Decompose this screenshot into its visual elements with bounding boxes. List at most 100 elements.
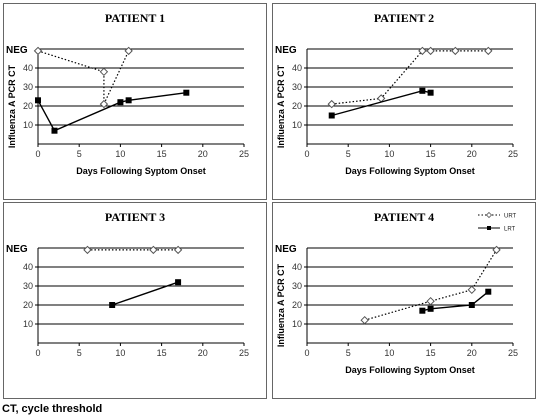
data-point-lrt: [419, 87, 426, 94]
x-tick-label: 5: [346, 348, 351, 358]
data-point-lrt: [427, 89, 434, 96]
y-tick-label: 40: [292, 63, 302, 73]
data-point-lrt: [175, 279, 182, 286]
x-tick-label: 0: [304, 149, 309, 159]
y-tick-label: 20: [292, 300, 302, 310]
data-point-urt: [426, 46, 435, 56]
chart-title: PATIENT 3: [105, 210, 165, 224]
y-tick-label: 20: [292, 101, 302, 111]
x-tick-label: 25: [508, 149, 518, 159]
x-tick-label: 20: [198, 149, 208, 159]
x-axis-label: Days Following Syptom Onset: [345, 166, 475, 176]
y-neg-label: NEG: [275, 45, 297, 56]
data-point-lrt: [328, 112, 335, 119]
x-tick-label: 20: [467, 149, 477, 159]
data-point-urt: [492, 245, 501, 255]
y-tick-label: 10: [292, 120, 302, 130]
x-axis-label: Days Following Syptom Onset: [76, 166, 206, 176]
data-point-urt: [451, 46, 460, 56]
legend-label-lrt: LRT: [504, 227, 516, 233]
y-tick-label: 30: [292, 82, 302, 92]
series-line-urt: [331, 50, 489, 105]
y-neg-label: NEG: [6, 45, 28, 56]
data-point-lrt: [183, 89, 190, 96]
x-tick-label: 0: [304, 348, 309, 358]
x-tick-label: 0: [35, 348, 40, 358]
y-axis-label: Influenza A PCR CT: [276, 64, 286, 148]
x-tick-label: 5: [77, 149, 82, 159]
patient-4-chart: PATIENT 4 0 5 10 15 20 25 10 20 30 40 NEG Days Follo…: [272, 202, 536, 399]
chart-svg: PATIENT 2 0 5 10 15 20 25 10 20 30 40 NEG Days Follo…: [275, 11, 518, 176]
chart-title: PATIENT 1: [105, 11, 165, 25]
data-point-urt: [99, 67, 109, 77]
x-tick-label: 5: [77, 348, 82, 358]
data-point-urt: [173, 245, 183, 255]
data-point-lrt: [35, 97, 41, 104]
series-line-urt: [37, 50, 130, 105]
x-tick-label: 10: [115, 149, 125, 159]
x-tick-label: 15: [157, 348, 167, 358]
x-tick-label: 10: [384, 149, 394, 159]
data-point-urt: [418, 46, 427, 56]
data-point-urt: [467, 285, 477, 295]
data-point-urt: [33, 46, 43, 56]
x-tick-label: 25: [239, 149, 249, 159]
data-point-lrt: [109, 302, 116, 308]
x-axis-label: Days Following Syptom Onset: [345, 365, 475, 375]
data-point-lrt: [419, 307, 426, 314]
x-tick-label: 20: [467, 348, 477, 358]
y-neg-label: NEG: [6, 244, 28, 255]
data-point-urt: [83, 245, 92, 255]
data-point-lrt: [51, 127, 58, 134]
series-line-lrt: [111, 281, 179, 306]
x-tick-label: 5: [346, 149, 351, 159]
chart-svg: PATIENT 3 0 5 10 15 20 25 10 20 30 40 NEG: [6, 210, 249, 358]
x-tick-label: 25: [508, 348, 518, 358]
y-axis-label: Influenza A PCR CT: [7, 64, 17, 148]
data-point-lrt: [125, 97, 132, 104]
patient-3-chart: PATIENT 3 0 5 10 15 20 25 10 20 30 40 NEG: [3, 202, 267, 399]
y-tick-label: 30: [23, 82, 33, 92]
data-point-urt: [149, 245, 158, 255]
data-point-urt: [327, 99, 336, 109]
data-point-urt: [426, 296, 435, 306]
x-tick-label: 20: [198, 348, 208, 358]
chart-svg: PATIENT 1 0 5 10 15 20 25 10 20 30 40 NEG Days Follo…: [6, 11, 249, 176]
y-tick-label: 20: [23, 101, 33, 111]
y-tick-label: 10: [292, 319, 302, 329]
data-point-lrt: [468, 302, 475, 308]
y-tick-label: 40: [23, 63, 33, 73]
legend-label-urt: URT: [504, 214, 517, 220]
x-tick-label: 25: [239, 348, 249, 358]
x-tick-label: 15: [157, 149, 167, 159]
patient-2-chart: PATIENT 2 0 5 10 15 20 25 10 20 30 40 NEG Days Follo…: [272, 3, 536, 200]
legend-marker-urt: [485, 211, 493, 219]
x-tick-label: 15: [426, 149, 436, 159]
y-axis-label: Influenza A PCR CT: [276, 263, 286, 347]
y-tick-label: 40: [23, 262, 33, 272]
y-tick-label: 10: [23, 120, 33, 130]
data-point-urt: [124, 46, 133, 56]
chart-title: PATIENT 2: [374, 11, 434, 25]
data-point-lrt: [485, 288, 492, 295]
series-line-lrt: [422, 291, 489, 312]
y-tick-label: 10: [23, 319, 33, 329]
y-tick-label: 30: [23, 281, 33, 291]
x-tick-label: 10: [384, 348, 394, 358]
data-point-lrt: [117, 99, 124, 106]
footnote: CT, cycle threshold: [2, 403, 103, 415]
y-tick-label: 20: [23, 300, 33, 310]
y-tick-label: 30: [292, 281, 302, 291]
chart-svg: PATIENT 4 0 5 10 15 20 25 10 20 30 40 NEG Days Follo…: [275, 210, 518, 375]
chart-title: PATIENT 4: [374, 210, 434, 224]
x-tick-label: 15: [426, 348, 436, 358]
x-tick-label: 10: [115, 348, 125, 358]
data-point-urt: [360, 315, 369, 325]
legend-marker-lrt: [487, 226, 491, 230]
data-point-lrt: [427, 305, 434, 312]
patient-1-chart: PATIENT 1 0 5 10 15 20 25 10 20 30 40 NEG Days Follo…: [3, 3, 267, 200]
data-point-urt: [484, 46, 493, 56]
y-tick-label: 40: [292, 262, 302, 272]
data-point-urt: [99, 99, 109, 109]
x-tick-label: 0: [35, 149, 40, 159]
